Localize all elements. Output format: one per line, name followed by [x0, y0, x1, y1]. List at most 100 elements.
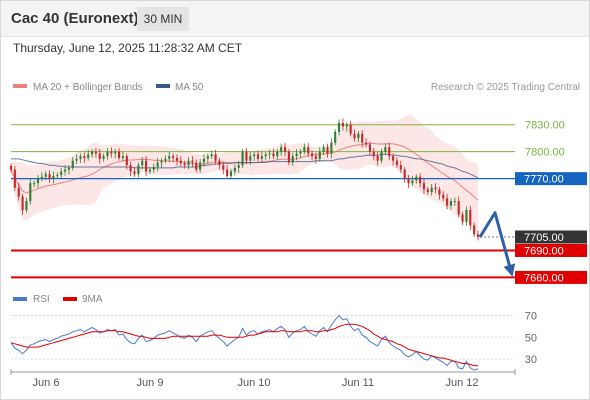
- candle-body: [272, 153, 275, 157]
- candle-body: [473, 225, 476, 235]
- projection-arrow: [478, 211, 514, 276]
- candle-body: [295, 153, 298, 157]
- price-legend: MA 20 + Bollinger Bands MA 50 Research ©…: [13, 82, 580, 93]
- candle-body: [48, 174, 51, 179]
- candle-body: [75, 158, 78, 161]
- candle-body: [268, 153, 271, 155]
- candle-body: [137, 165, 140, 175]
- candle-body: [210, 154, 213, 157]
- candle-body: [411, 180, 414, 184]
- candle-body: [357, 133, 360, 139]
- candle-body: [21, 196, 24, 211]
- candle-body: [419, 176, 422, 184]
- candle-body: [160, 160, 163, 163]
- candle-body: [399, 165, 402, 170]
- bollinger-band: [11, 114, 478, 237]
- candle-body: [17, 187, 20, 197]
- level-label-pivot: 7770.00: [524, 174, 564, 186]
- ma50-line: [11, 153, 479, 179]
- candle-body: [291, 156, 294, 163]
- candle-body: [125, 156, 128, 166]
- candle-body: [118, 151, 121, 158]
- candle-body: [380, 151, 383, 161]
- candle-body: [361, 133, 364, 143]
- candle-body: [446, 198, 449, 206]
- candle-body: [121, 156, 124, 158]
- candle-body: [179, 160, 182, 164]
- candle-body: [430, 187, 433, 193]
- level-label-box-pivot: [515, 172, 587, 186]
- candle-body: [183, 163, 186, 166]
- candle-body: [90, 151, 94, 155]
- candle-body: [442, 194, 445, 199]
- candle-body: [307, 147, 310, 154]
- candle-body: [241, 151, 244, 166]
- rsi-tick-label: 50: [525, 332, 537, 344]
- rsi-chart: 70 50 30: [10, 310, 537, 371]
- candle-body: [276, 151, 279, 157]
- candle-body: [63, 169, 67, 172]
- candle-body: [283, 147, 287, 152]
- candle-body: [384, 147, 387, 152]
- candle-body: [469, 210, 472, 226]
- candle-body: [133, 171, 136, 175]
- rsi-legend: RSI 9MA: [13, 294, 103, 305]
- candle-body: [202, 158, 206, 163]
- time-tick-label: Jun 12: [445, 377, 478, 389]
- level-label-box-support: [515, 243, 587, 257]
- candle-body: [415, 176, 418, 181]
- time-tick-label: Jun 10: [237, 377, 270, 389]
- candle-body: [365, 142, 368, 145]
- datetime-label: Thursday, June 12, 2025 11:28:32 AM CET: [13, 41, 243, 55]
- candle-body: [314, 156, 317, 159]
- candle-body: [349, 124, 352, 134]
- rsi-ma-legend-swatch: [63, 297, 77, 301]
- candle-body: [422, 183, 426, 190]
- timeframe-badge[interactable]: 30 MIN: [137, 7, 189, 31]
- candle-body: [110, 151, 113, 154]
- time-axis: Jun 6 Jun 9 Jun 10 Jun 11 Jun 12: [10, 369, 516, 389]
- candle-body: [214, 154, 217, 161]
- candle-body: [299, 151, 302, 154]
- candle-body: [461, 214, 464, 222]
- credit-label: Research © 2025 Trading Central: [431, 82, 580, 93]
- candle-body: [322, 147, 325, 152]
- candle-body: [87, 154, 90, 158]
- candle-body: [60, 171, 63, 176]
- candle-body: [175, 157, 179, 161]
- candle-body: [353, 133, 356, 139]
- candle-body: [206, 156, 209, 159]
- candle-body: [237, 165, 240, 168]
- rsi-ma-legend-label: 9MA: [82, 294, 103, 305]
- candle-body: [457, 201, 460, 215]
- candle-body: [260, 156, 263, 159]
- candle-body: [318, 151, 321, 159]
- candle-body: [94, 151, 97, 154]
- rsi-tick-label: 30: [525, 354, 537, 366]
- candle-body: [426, 189, 429, 193]
- level-label-box-support: [515, 270, 587, 284]
- candle-body: [44, 174, 47, 177]
- candle-body: [334, 131, 337, 143]
- candle-body: [403, 169, 406, 179]
- candle-body: [129, 165, 132, 172]
- candle-body: [71, 160, 74, 168]
- candle-body: [83, 156, 86, 158]
- candle-body: [229, 171, 233, 176]
- candle-body: [199, 162, 202, 170]
- ma20-legend-label: MA 20 + Bollinger Bands: [33, 82, 143, 93]
- rsi-legend-label: RSI: [33, 294, 50, 305]
- level-label-support: 7690.00: [524, 245, 564, 257]
- title-bar: Cac 40 (Euronext) 30 MIN: [0, 0, 590, 37]
- candle-body: [376, 156, 379, 161]
- candle-body: [303, 147, 306, 152]
- instrument-title: Cac 40 (Euronext): [11, 10, 139, 27]
- candle-body: [168, 156, 171, 159]
- candle-body: [476, 234, 480, 238]
- candle-body: [368, 144, 371, 152]
- candle-body: [253, 154, 256, 157]
- level-label-last: 7705.00: [524, 232, 564, 244]
- candle-body: [465, 210, 468, 222]
